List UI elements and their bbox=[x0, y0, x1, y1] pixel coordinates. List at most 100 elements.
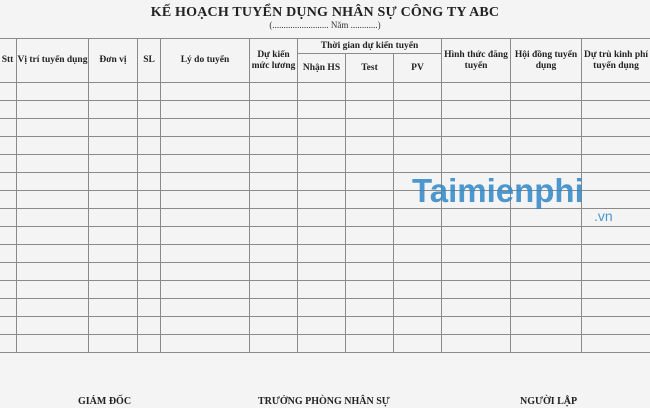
table-cell bbox=[137, 82, 161, 101]
table-cell bbox=[581, 190, 650, 209]
header-budget: Dự trù kinh phí tuyển dụng bbox=[581, 38, 650, 83]
table-cell bbox=[441, 226, 512, 245]
table-cell bbox=[510, 154, 583, 173]
header-reason: Lý do tuyển bbox=[160, 38, 250, 83]
table-cell bbox=[581, 298, 650, 317]
table-cell bbox=[0, 100, 17, 119]
table-row bbox=[0, 262, 650, 281]
table-cell bbox=[16, 82, 89, 101]
table-cell bbox=[441, 334, 512, 353]
header-quantity: SL bbox=[137, 38, 161, 83]
table-cell bbox=[0, 298, 17, 317]
table-cell bbox=[441, 262, 512, 281]
table-cell bbox=[392, 262, 443, 281]
table-cell bbox=[581, 118, 650, 137]
table-cell bbox=[16, 244, 89, 263]
table-row bbox=[0, 172, 650, 191]
table-cell bbox=[510, 316, 583, 335]
table-cell bbox=[392, 136, 443, 155]
table-cell bbox=[297, 208, 346, 227]
table-cell bbox=[345, 262, 394, 281]
table-cell bbox=[581, 82, 650, 101]
table-cell bbox=[249, 226, 298, 245]
table-cell bbox=[88, 226, 138, 245]
table-cell bbox=[441, 316, 512, 335]
table-cell bbox=[510, 136, 583, 155]
table-cell bbox=[581, 100, 650, 119]
table-cell bbox=[137, 262, 161, 281]
table-cell bbox=[0, 208, 17, 227]
table-cell bbox=[297, 334, 346, 353]
table-cell bbox=[88, 154, 138, 173]
table-cell bbox=[249, 154, 298, 173]
table-row bbox=[0, 82, 650, 101]
table-cell bbox=[137, 190, 161, 209]
table-cell bbox=[345, 280, 394, 299]
table-cell bbox=[137, 334, 161, 353]
table-cell bbox=[345, 208, 394, 227]
table-cell bbox=[581, 172, 650, 191]
table-cell bbox=[510, 262, 583, 281]
table-cell bbox=[510, 334, 583, 353]
table-cell bbox=[510, 226, 583, 245]
table-cell bbox=[0, 136, 17, 155]
table-cell bbox=[345, 118, 394, 137]
table-cell bbox=[137, 298, 161, 317]
table-row bbox=[0, 244, 650, 263]
table-cell bbox=[297, 190, 346, 209]
table-cell bbox=[392, 154, 443, 173]
table-cell bbox=[249, 82, 298, 101]
table-cell bbox=[297, 226, 346, 245]
table-row bbox=[0, 208, 650, 227]
table-cell bbox=[160, 118, 250, 137]
table-cell bbox=[510, 208, 583, 227]
table-cell bbox=[345, 82, 394, 101]
table-cell bbox=[88, 208, 138, 227]
table-cell bbox=[249, 118, 298, 137]
table-cell bbox=[160, 172, 250, 191]
recruitment-plan-table: Stt Vị trí tuyển dụng Đơn vị SL Lý do tu… bbox=[0, 38, 650, 353]
table-cell bbox=[297, 316, 346, 335]
header-stt: Stt bbox=[0, 38, 17, 83]
table-cell bbox=[392, 334, 443, 353]
header-posting-method: Hình thức đăng tuyển bbox=[441, 38, 512, 83]
header-receive-cv: Nhận HS bbox=[297, 53, 346, 83]
table-cell bbox=[249, 298, 298, 317]
table-cell bbox=[581, 208, 650, 227]
table-cell bbox=[441, 280, 512, 299]
table-cell bbox=[345, 154, 394, 173]
table-cell bbox=[510, 100, 583, 119]
table-cell bbox=[441, 154, 512, 173]
table-cell bbox=[392, 316, 443, 335]
table-cell bbox=[88, 190, 138, 209]
table-row bbox=[0, 100, 650, 119]
table-cell bbox=[88, 82, 138, 101]
table-cell bbox=[160, 334, 250, 353]
table-cell bbox=[249, 334, 298, 353]
table-cell bbox=[297, 118, 346, 137]
table-cell bbox=[16, 280, 89, 299]
document-subtitle: (......................... Năm .........… bbox=[269, 20, 381, 30]
table-row bbox=[0, 280, 650, 299]
table-cell bbox=[16, 298, 89, 317]
header-salary: Dự kiến mức lương bbox=[249, 38, 298, 83]
table-cell bbox=[88, 262, 138, 281]
table-cell bbox=[297, 82, 346, 101]
table-cell bbox=[581, 262, 650, 281]
table-cell bbox=[392, 298, 443, 317]
table-row bbox=[0, 226, 650, 245]
table-cell bbox=[88, 100, 138, 119]
table-cell bbox=[0, 334, 17, 353]
table-row bbox=[0, 334, 650, 353]
table-cell bbox=[345, 334, 394, 353]
table-cell bbox=[16, 208, 89, 227]
table-cell bbox=[297, 100, 346, 119]
table-cell bbox=[16, 100, 89, 119]
table-cell bbox=[160, 316, 250, 335]
table-cell bbox=[0, 82, 17, 101]
table-cell bbox=[249, 262, 298, 281]
table-cell bbox=[392, 118, 443, 137]
table-cell bbox=[160, 226, 250, 245]
table-cell bbox=[0, 118, 17, 137]
table-cell bbox=[297, 280, 346, 299]
